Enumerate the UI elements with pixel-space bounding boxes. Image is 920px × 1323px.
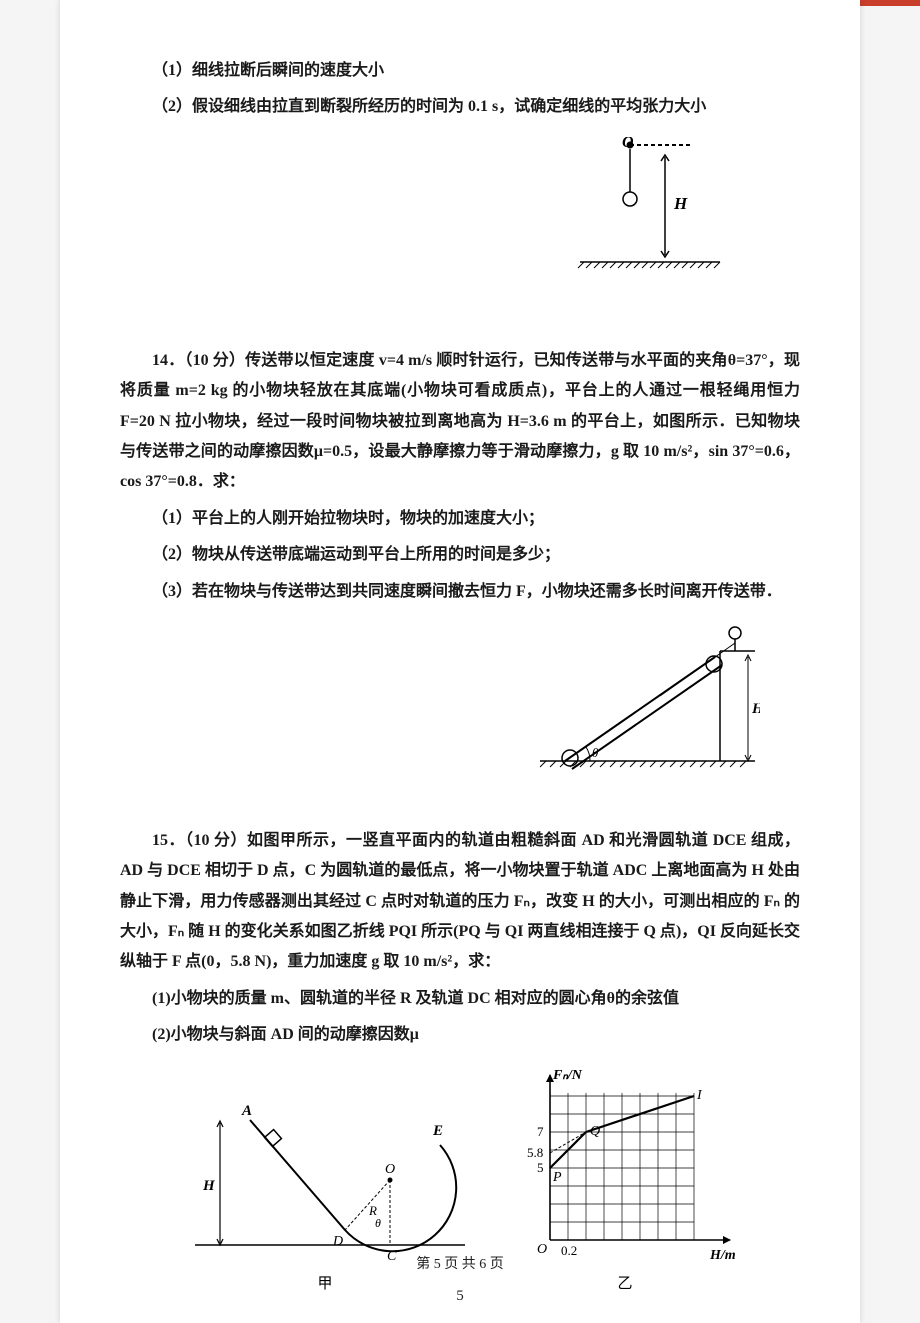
svg-text:D: D bbox=[332, 1234, 343, 1249]
q14-sub3: （3）若在物块与传送带达到共同速度瞬间撤去恒力 F，小物块还需多长时间离开传送带… bbox=[120, 577, 800, 607]
q14-sub2: （2）物块从传送带底端运动到平台上所用的时间是多少； bbox=[120, 540, 800, 570]
svg-text:P: P bbox=[552, 1170, 562, 1185]
page-content: （1）细线拉断后瞬间的速度大小 （2）假设细线由拉直到断裂所经历的时间为 0.1… bbox=[60, 0, 860, 1323]
q14-figure: θ H bbox=[120, 621, 800, 776]
q13-figure: O H bbox=[120, 137, 800, 282]
svg-text:A: A bbox=[241, 1103, 252, 1119]
q13-sub1: （1）细线拉断后瞬间的速度大小 bbox=[120, 56, 800, 86]
svg-text:I: I bbox=[696, 1088, 703, 1103]
page-footer: 第 5 页 共 6 页 bbox=[60, 1253, 860, 1273]
q15-sub2: (2)小物块与斜面 AD 间的动摩擦因数μ bbox=[120, 1020, 800, 1050]
q14-body: 14．（10 分）传送带以恒定速度 v=4 m/s 顺时针运行，已知传送带与水平… bbox=[120, 346, 800, 498]
svg-text:O: O bbox=[622, 137, 634, 151]
q15-body: 15．（10 分）如图甲所示，一竖直平面内的轨道由粗糙斜面 AD 和光滑圆轨道 … bbox=[120, 826, 800, 978]
svg-text:H: H bbox=[751, 701, 760, 717]
ylabel: Fₙ/N bbox=[552, 1068, 583, 1083]
svg-text:O: O bbox=[385, 1162, 395, 1177]
q15-fig-left: O R θ A E D C H bbox=[175, 1065, 475, 1265]
q15-fig-right: Fₙ/N H/m O 5 5.8 7 0.2 bbox=[505, 1065, 745, 1265]
svg-text:7: 7 bbox=[537, 1124, 544, 1139]
svg-text:θ: θ bbox=[375, 1216, 381, 1230]
svg-text:θ: θ bbox=[592, 745, 599, 760]
svg-text:5.8: 5.8 bbox=[527, 1145, 543, 1160]
q14-sub1: （1）平台上的人刚开始拉物块时，物块的加速度大小； bbox=[120, 504, 800, 534]
svg-text:H: H bbox=[202, 1178, 216, 1194]
q15-sub1: (1)小物块的质量 m、圆轨道的半径 R 及轨道 DC 相对应的圆心角θ的余弦值 bbox=[120, 984, 800, 1014]
svg-text:H: H bbox=[673, 194, 688, 213]
page-number: 5 bbox=[60, 1288, 860, 1305]
svg-text:5: 5 bbox=[537, 1160, 544, 1175]
svg-text:Q: Q bbox=[590, 1124, 600, 1139]
q13-sub2: （2）假设细线由拉直到断裂所经历的时间为 0.1 s，试确定细线的平均张力大小 bbox=[120, 92, 800, 122]
svg-text:E: E bbox=[432, 1123, 443, 1139]
